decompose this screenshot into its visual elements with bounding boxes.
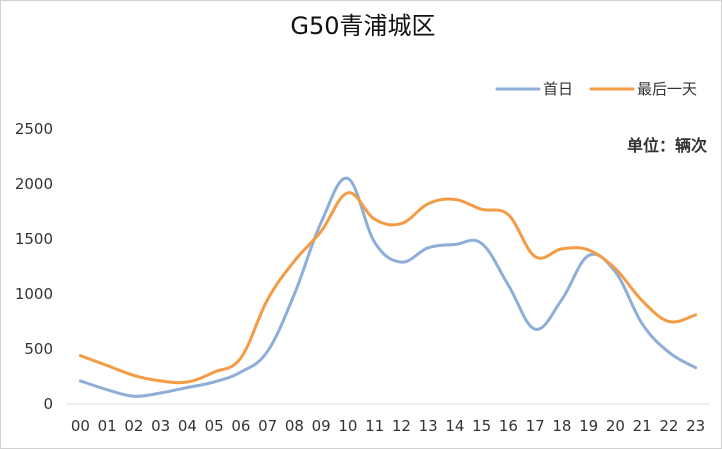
x-tick-label: 19: [579, 417, 598, 435]
x-tick-label: 18: [552, 417, 571, 435]
unit-label: 单位：辆次: [627, 136, 707, 155]
x-tick-label: 07: [258, 417, 277, 435]
series-lines: [78, 176, 698, 398]
x-tick-label: 10: [338, 417, 357, 435]
x-tick-label: 23: [686, 417, 705, 435]
x-tick-label: 03: [151, 417, 170, 435]
legend-label-2: 最后一天: [637, 80, 697, 98]
x-tick-label: 08: [285, 417, 304, 435]
x-tick-label: 01: [98, 417, 117, 435]
y-axis-ticks: 0 500 1000 1500 2000 2500: [15, 120, 53, 413]
x-tick-label: 15: [472, 417, 491, 435]
series-line-2: [78, 191, 698, 385]
y-tick-label: 500: [24, 340, 53, 358]
y-tick-label: 2000: [15, 175, 53, 193]
series-line-1: [78, 176, 698, 398]
y-tick-label: 0: [43, 395, 53, 413]
legend: 首日 最后一天: [495, 80, 697, 98]
x-tick-label: 05: [205, 417, 224, 435]
x-tick-label: 12: [392, 417, 411, 435]
x-tick-label: 20: [606, 417, 625, 435]
x-tick-label: 13: [419, 417, 438, 435]
y-tick-label: 1500: [15, 230, 53, 248]
x-axis-ticks: 00 01 02 03 04 05 06 07 08 09 10 11 12 13 14 15 16 17 18 19…: [71, 417, 705, 435]
chart-title: G50青浦城区: [290, 12, 435, 40]
x-tick-label: 21: [633, 417, 652, 435]
x-tick-label: 02: [124, 417, 143, 435]
legend-label-1: 首日: [543, 80, 573, 98]
x-tick-label: 04: [178, 417, 197, 435]
y-tick-label: 1000: [15, 285, 53, 303]
y-tick-label: 2500: [15, 120, 53, 138]
x-tick-label: 09: [312, 417, 331, 435]
x-tick-label: 11: [365, 417, 384, 435]
x-tick-label: 17: [526, 417, 545, 435]
x-tick-label: 14: [445, 417, 464, 435]
x-tick-label: 00: [71, 417, 90, 435]
x-tick-label: 22: [659, 417, 678, 435]
x-tick-label: 06: [231, 417, 250, 435]
x-tick-label: 16: [499, 417, 518, 435]
